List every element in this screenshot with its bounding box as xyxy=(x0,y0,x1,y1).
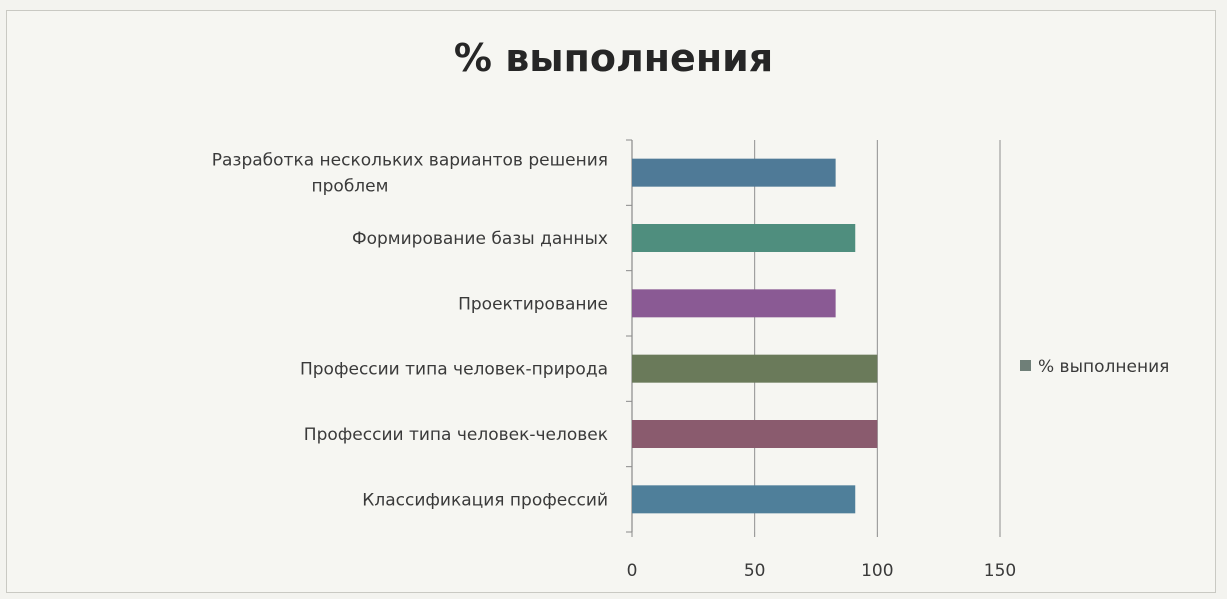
bar-0 xyxy=(632,158,836,187)
bar-1 xyxy=(632,224,856,252)
chart-title: % выполнения xyxy=(453,36,774,80)
bar-4 xyxy=(632,420,878,448)
x-tick-label: 50 xyxy=(744,561,766,581)
category-label: проблем xyxy=(312,177,389,197)
legend-label: % выполнения xyxy=(1038,357,1169,377)
category-label: Профессии типа человек-человек xyxy=(304,425,608,445)
category-label: Классификация профессий xyxy=(362,490,608,510)
x-tick-label: 0 xyxy=(627,561,638,581)
chart-frame xyxy=(6,10,1216,593)
category-label: Формирование базы данных xyxy=(352,229,608,249)
bar-5 xyxy=(632,485,856,514)
x-tick-label: 150 xyxy=(984,561,1016,581)
category-label: Профессии типа человек-природа xyxy=(300,360,608,380)
x-tick-label: 100 xyxy=(861,561,893,581)
category-label: Разработка нескольких вариантов решения xyxy=(212,151,608,171)
legend-swatch xyxy=(1020,360,1031,371)
bar-2 xyxy=(632,289,836,318)
category-label: Проектирование xyxy=(458,294,608,314)
bar-3 xyxy=(632,354,878,383)
